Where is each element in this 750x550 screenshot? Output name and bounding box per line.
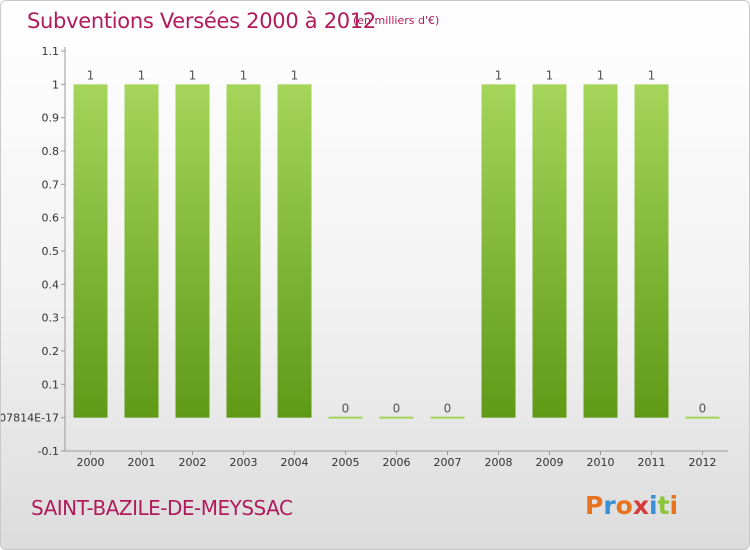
bar [328, 416, 363, 419]
y-tick-label: 0.9 [42, 112, 60, 125]
bar [379, 416, 414, 419]
y-tick-label: 0.4 [42, 278, 60, 291]
y-tick-label: 0.7 [42, 178, 60, 191]
x-tick-label: 2002 [179, 456, 207, 469]
y-tick-label: 0.3 [42, 312, 60, 325]
x-tick-label: 2009 [536, 456, 564, 469]
x-tick-label: 2005 [332, 456, 360, 469]
logo-letter: i [649, 491, 658, 520]
bar [532, 84, 567, 418]
data-label: 0 [393, 402, 401, 416]
commune-name: SAINT-BAZILE-DE-MEYSSAC [31, 496, 293, 520]
data-label: 0 [699, 402, 707, 416]
y-tick-label: 0.5 [42, 245, 60, 258]
x-tick-label: 2000 [77, 456, 105, 469]
x-tick-label: 2004 [281, 456, 309, 469]
y-tick-label: 0.8 [42, 145, 60, 158]
bar [277, 84, 312, 418]
bar [430, 416, 465, 419]
y-tick-label: -0.1 [38, 445, 59, 458]
bar [583, 84, 618, 418]
x-tick-label: 2012 [689, 456, 717, 469]
y-tick-label: -1.3877787807814E-17 [1, 412, 59, 425]
y-tick-label: 0.6 [42, 212, 60, 225]
data-label: 1 [87, 68, 95, 82]
bar [634, 84, 669, 418]
y-tick-label: 0.1 [42, 378, 60, 391]
logo-letter: x [632, 491, 649, 520]
proxiti-logo: Proxiti [585, 491, 678, 520]
x-tick-label: 2008 [485, 456, 513, 469]
data-label: 1 [189, 68, 197, 82]
logo-letter: r [603, 491, 616, 520]
x-tick-label: 2006 [383, 456, 411, 469]
y-tick-label: 1 [52, 78, 59, 91]
x-tick-label: 2011 [638, 456, 666, 469]
x-tick-label: 2001 [128, 456, 156, 469]
y-tick-label: 0.2 [42, 345, 60, 358]
logo-letter: o [615, 491, 633, 520]
bar [481, 84, 516, 418]
data-label: 1 [546, 68, 554, 82]
bar [124, 84, 159, 418]
logo-letter: i [669, 491, 679, 520]
chart-subtitle: (en milliers d'€) [353, 14, 440, 27]
x-tick-label: 2003 [230, 456, 258, 469]
bar [226, 84, 261, 418]
data-label: 0 [444, 402, 452, 416]
chart-title: Subventions Versées 2000 à 2012 [27, 9, 376, 33]
bar [175, 84, 210, 418]
data-label: 0 [342, 402, 350, 416]
bar [73, 84, 108, 418]
x-tick-label: 2010 [587, 456, 615, 469]
data-label: 1 [495, 68, 503, 82]
bar [685, 416, 720, 419]
data-label: 1 [138, 68, 146, 82]
data-label: 1 [648, 68, 656, 82]
data-label: 1 [291, 68, 299, 82]
data-label: 1 [597, 68, 605, 82]
y-tick-label: 1.1 [42, 45, 60, 58]
x-tick-label: 2007 [434, 456, 462, 469]
logo-letter: t [657, 491, 670, 520]
data-label: 1 [240, 68, 248, 82]
logo-letter: P [585, 491, 604, 520]
